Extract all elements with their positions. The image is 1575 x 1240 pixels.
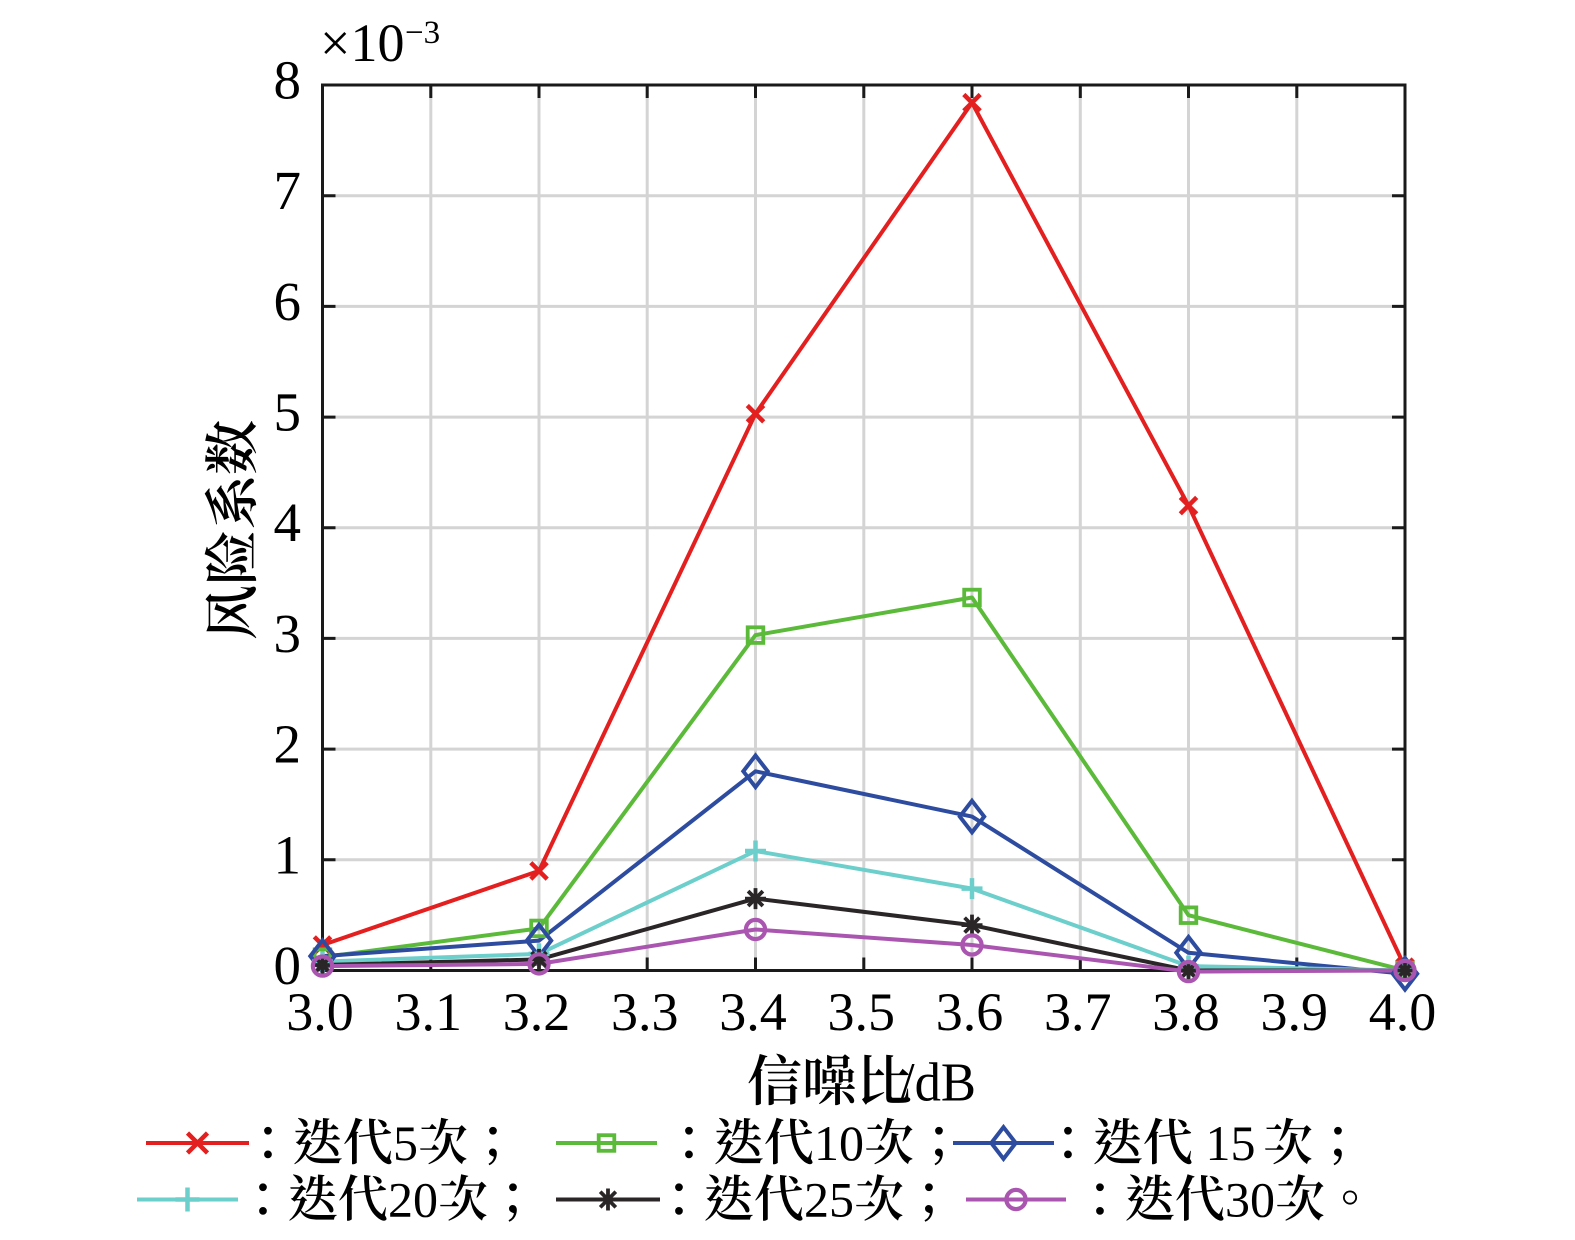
svg-text:3: 3 <box>274 603 302 664</box>
svg-text:15: 15 <box>1193 1115 1256 1171</box>
svg-text:3.1: 3.1 <box>395 982 463 1042</box>
svg-text:8: 8 <box>274 50 302 111</box>
svg-text:5: 5 <box>393 1115 418 1171</box>
svg-text:0: 0 <box>274 935 302 996</box>
svg-text:25: 25 <box>804 1172 854 1228</box>
svg-text:−3: −3 <box>405 15 440 51</box>
svg-text:3.5: 3.5 <box>827 982 895 1042</box>
svg-text:3.8: 3.8 <box>1152 982 1220 1042</box>
svg-text:30: 30 <box>1225 1172 1275 1228</box>
svg-text:4: 4 <box>274 492 302 553</box>
svg-text:3.0: 3.0 <box>286 982 354 1042</box>
svg-text:/dB: /dB <box>900 1052 976 1113</box>
svg-text:3.9: 3.9 <box>1260 982 1328 1042</box>
svg-text:20: 20 <box>388 1172 438 1228</box>
svg-text:3.3: 3.3 <box>611 982 679 1042</box>
svg-text:3.6: 3.6 <box>936 982 1004 1042</box>
svg-text:2: 2 <box>274 714 302 775</box>
svg-text:10: 10 <box>814 1115 864 1171</box>
svg-text:3.2: 3.2 <box>503 982 571 1042</box>
svg-text:5: 5 <box>274 382 302 443</box>
svg-text:×10: ×10 <box>320 13 404 73</box>
svg-text:4.0: 4.0 <box>1369 982 1437 1042</box>
svg-text:7: 7 <box>274 160 302 221</box>
svg-text:3.7: 3.7 <box>1044 982 1112 1042</box>
svg-text:1: 1 <box>274 824 302 885</box>
svg-text:3.4: 3.4 <box>719 982 787 1042</box>
svg-text:6: 6 <box>274 271 302 332</box>
